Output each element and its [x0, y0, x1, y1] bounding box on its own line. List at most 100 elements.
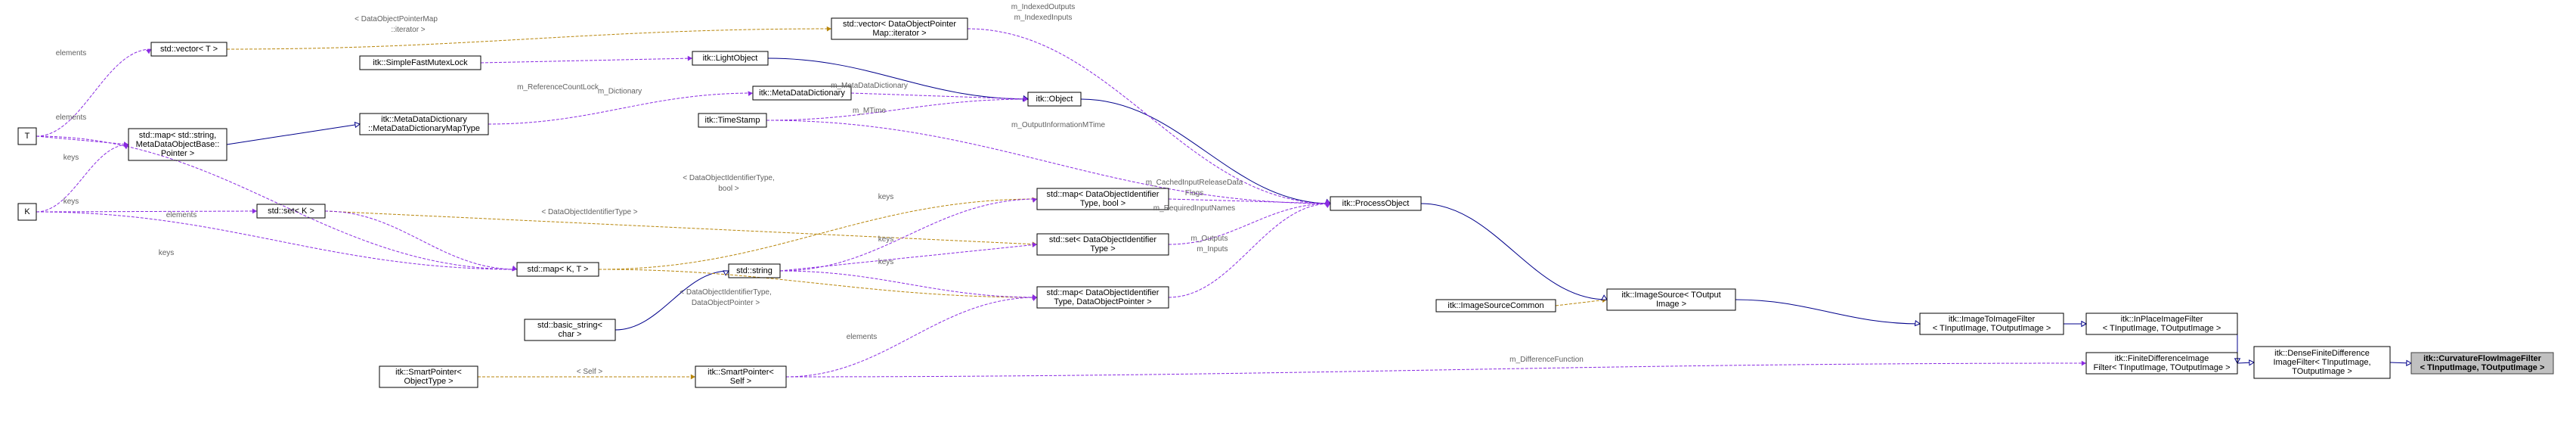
rel-label: elements	[847, 333, 878, 341]
node-vectorDOPtrMap[interactable]: std::vector< DataObjectPointerMap::itera…	[831, 18, 968, 39]
edge-imgsrccommon-imgsource	[1556, 297, 1607, 306]
node-label: itk::SmartPointer<	[395, 368, 462, 377]
node-label: Self >	[730, 377, 751, 386]
node-smartObjType[interactable]: itk::SmartPointer<ObjectType >	[379, 366, 478, 387]
rel-label: keys	[63, 197, 79, 206]
edge-metadatadict-object	[851, 93, 1028, 101]
node-label: itk::FiniteDifferenceImage	[2115, 354, 2209, 363]
node-label: itk::ImageToImageFilter	[1949, 315, 2036, 324]
edge-K-mapKT	[36, 212, 517, 272]
node-imgsource[interactable]: itk::ImageSource< TOutputImage >	[1607, 289, 1735, 310]
node-label: itk::MetaDataDictionary	[381, 115, 467, 124]
node-label: std::string	[736, 266, 772, 275]
node-label: std::map< K, T >	[528, 265, 589, 274]
rel-label: < DataObjectIdentifierType >	[541, 208, 637, 216]
node-label: std::vector< DataObjectPointer	[843, 20, 956, 29]
node-mapDOIbool[interactable]: std::map< DataObjectIdentifierType, bool…	[1037, 188, 1169, 210]
rel-label: keys	[878, 258, 894, 266]
rel-label: < DataObjectIdentifierType,	[680, 288, 771, 297]
node-lightobject[interactable]: itk::LightObject	[692, 51, 768, 65]
node-label: Image >	[1656, 300, 1686, 309]
rel-label: m_OutputInformationMTime	[1011, 121, 1106, 129]
rel-label: m_MTime	[853, 107, 887, 115]
node-label: itk::TimeStamp	[705, 116, 760, 125]
edge-smartSelf-finitediff	[786, 361, 2086, 377]
rel-label: < DataObjectIdentifierType,	[683, 174, 774, 182]
class-diagram: itk::CurvatureFlowImageFilter< TInputIma…	[0, 0, 2576, 426]
node-label: < TInputImage, TOutputImage >	[2420, 363, 2545, 372]
rel-label: m_IndexedOutputs	[1011, 3, 1076, 11]
rel-label: m_CachedInputReleaseData	[1146, 179, 1243, 187]
rel-label: ::iterator >	[391, 26, 425, 34]
node-label: std::set< K >	[268, 207, 314, 216]
node-label: ::MetaDataDictionaryMapType	[368, 124, 480, 133]
rel-label: elements	[56, 49, 87, 58]
edge-mapstringmeta-metadatadictmap	[227, 123, 360, 145]
node-img2img[interactable]: itk::ImageToImageFilter< TInputImage, TO…	[1920, 313, 2064, 334]
edge-mapDOIptr-process	[1169, 204, 1330, 297]
rel-label: m_IndexedInputs	[1014, 14, 1073, 22]
edge-T-mapstringmeta	[36, 136, 128, 147]
node-densefd[interactable]: itk::DenseFiniteDifferenceImageFilter< T…	[2254, 347, 2390, 378]
node-inplace[interactable]: itk::InPlaceImageFilter< TInputImage, TO…	[2086, 313, 2237, 334]
node-T[interactable]: T	[18, 128, 36, 145]
node-label: itk::InPlaceImageFilter	[2121, 315, 2203, 324]
node-curvature[interactable]: itk::CurvatureFlowImageFilter< TInputIma…	[2411, 353, 2553, 374]
node-timestamp[interactable]: itk::TimeStamp	[698, 113, 766, 127]
node-smartSelf[interactable]: itk::SmartPointer<Self >	[695, 366, 786, 387]
node-label: Type >	[1090, 244, 1115, 253]
rel-label: < DataObjectPointerMap	[355, 15, 438, 23]
node-object[interactable]: itk::Object	[1028, 92, 1081, 106]
rel-label: bool >	[718, 185, 739, 193]
edge-process-imgsource	[1421, 204, 1607, 300]
node-label: itk::ImageSourceCommon	[1447, 301, 1543, 310]
edge-mapKT-mapDOIbool	[599, 197, 1037, 269]
rel-label: < Self >	[577, 368, 603, 376]
node-imgsrccommon[interactable]: itk::ImageSourceCommon	[1436, 300, 1556, 312]
edge-K-setK	[36, 209, 257, 214]
edge-smartSelf-mapDOIptr	[786, 297, 1037, 377]
node-finitediff[interactable]: itk::FiniteDifferenceImageFilter< TInput…	[2086, 353, 2237, 374]
node-metadatadictmap[interactable]: itk::MetaDataDictionary::MetaDataDiction…	[360, 113, 488, 135]
rel-label: m_MetaDataDictionary	[831, 82, 908, 90]
node-label: Type, bool >	[1080, 199, 1125, 208]
node-label: itk::SimpleFastMutexLock	[373, 58, 468, 67]
edge-imgsource-img2img	[1735, 300, 1920, 326]
node-label: ObjectType >	[404, 377, 453, 386]
node-setDOI[interactable]: std::set< DataObjectIdentifierType >	[1037, 234, 1169, 255]
edge-setK-mapKT	[325, 211, 517, 270]
node-simplefastmutex[interactable]: itk::SimpleFastMutexLock	[360, 56, 481, 70]
node-label: std::map< std::string,	[139, 131, 216, 140]
node-setK[interactable]: std::set< K >	[257, 204, 325, 218]
node-label: itk::DenseFiniteDifference	[2274, 349, 2370, 358]
edge-mapKT-mapDOIptr	[599, 269, 1037, 300]
node-label: Map::iterator >	[872, 29, 926, 38]
edge-finitediff-densefd	[2237, 360, 2254, 365]
node-K[interactable]: K	[18, 204, 36, 220]
node-label: char >	[559, 330, 582, 339]
edge-simplefastmutex-lightobject	[481, 56, 692, 63]
node-mapstringmeta[interactable]: std::map< std::string,MetaDataObjectBase…	[128, 129, 227, 160]
rel-label: keys	[63, 154, 79, 162]
node-label: K	[24, 207, 30, 216]
node-label: itk::CurvatureFlowImageFilter	[2423, 354, 2542, 363]
node-process[interactable]: itk::ProcessObject	[1330, 197, 1421, 210]
rel-label: elements	[56, 113, 87, 122]
node-vectorT[interactable]: std::vector< T >	[151, 42, 227, 56]
edge-string-mapDOIptr	[780, 271, 1037, 300]
rel-label: keys	[878, 193, 894, 201]
node-mapKT[interactable]: std::map< K, T >	[517, 263, 599, 276]
node-label: itk::SmartPointer<	[707, 368, 774, 377]
node-label: Filter< TInputImage, TOutputImage >	[2094, 363, 2231, 372]
node-mapDOIptr[interactable]: std::map< DataObjectIdentifierType, Data…	[1037, 287, 1169, 308]
edge-T-vectorT	[36, 49, 151, 136]
node-basicstring[interactable]: std::basic_string<char >	[525, 319, 615, 340]
node-label: std::basic_string<	[537, 321, 602, 330]
rel-label: m_ReferenceCountLock	[517, 83, 599, 92]
node-label: ImageFilter< TInputImage,	[2273, 358, 2370, 367]
rel-label: m_Dictionary	[598, 88, 642, 96]
edge-T-mapKT	[36, 136, 517, 271]
edge-K-mapstringmeta	[36, 145, 128, 212]
node-label: std::vector< T >	[160, 45, 218, 54]
rel-label: DataObjectPointer >	[692, 299, 760, 307]
